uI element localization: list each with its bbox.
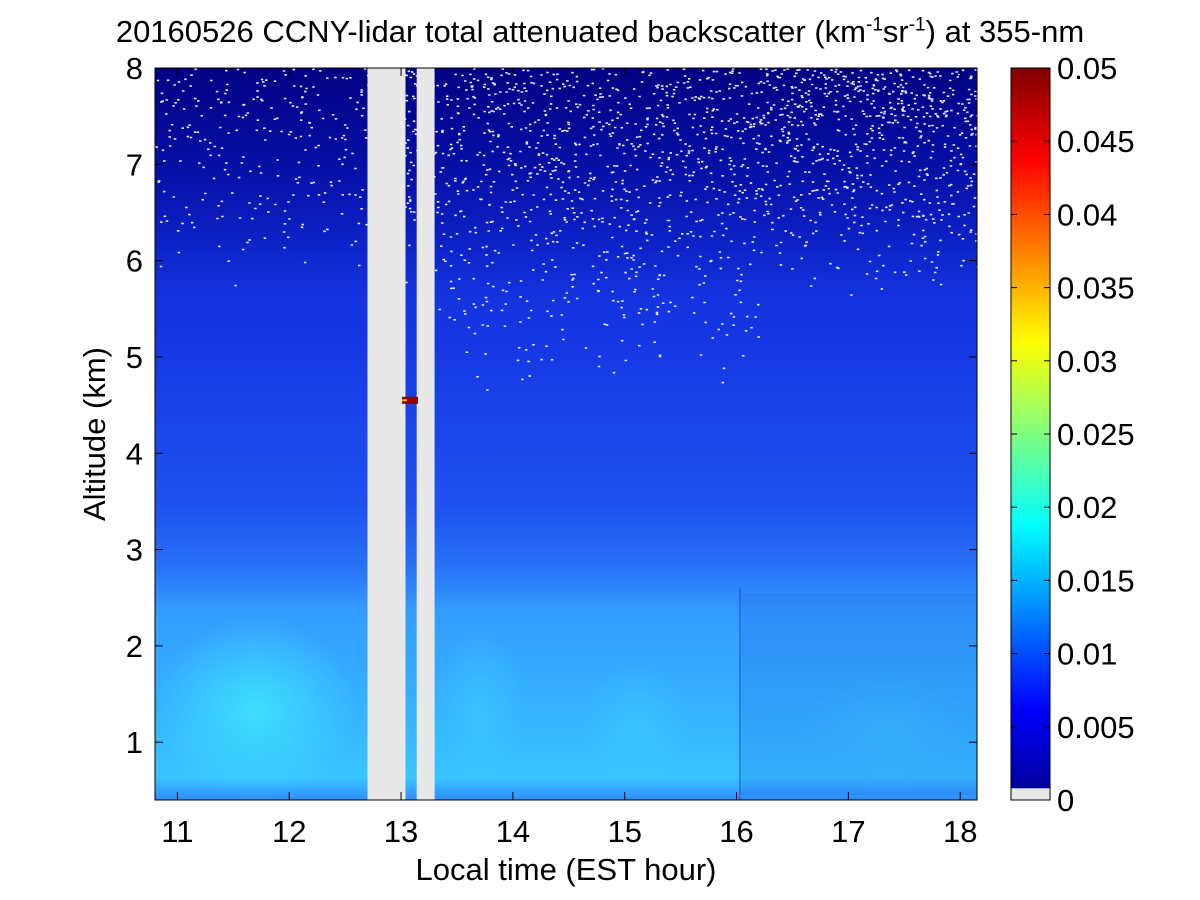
y-tick-label: 6 [126, 244, 143, 279]
x-tick-label: 12 [272, 814, 306, 849]
x-tick-label: 18 [943, 814, 977, 849]
y-tick-label: 2 [126, 629, 143, 664]
thin-layer-feature [401, 396, 418, 404]
title-text-3: ) at 355-nm [925, 14, 1085, 49]
title-text-2: sr [882, 14, 909, 49]
colorbar-tick-label: 0 [1057, 783, 1074, 818]
y-tick-label: 7 [126, 147, 143, 182]
x-tick-label: 14 [496, 814, 530, 849]
colorbar-tick-label: 0.035 [1057, 271, 1135, 306]
x-tick-label: 16 [719, 814, 753, 849]
colorbar-tick-label: 0.05 [1057, 51, 1117, 86]
y-tick-label: 5 [126, 340, 143, 375]
aerosol-region-3 [803, 674, 972, 791]
colorbar-gradient [1011, 68, 1050, 800]
colorbar-tick-label: 0.025 [1057, 417, 1135, 452]
aerosol-region-2 [434, 626, 525, 791]
colorbar-tick-label: 0.01 [1057, 637, 1117, 672]
chart-title: 20160526 CCNY-lidar total attenuated bac… [0, 14, 1200, 50]
colorbar-tick-label: 0.04 [1057, 197, 1117, 232]
y-tick-label: 1 [126, 725, 143, 760]
colorbar-tick-label: 0.045 [1057, 124, 1135, 159]
plot-frame [154, 67, 978, 801]
colorbar-missing-swatch [1011, 788, 1050, 800]
x-tick-label: 13 [384, 814, 418, 849]
x-tick-label: 15 [607, 814, 641, 849]
colorbar-tick-label: 0.005 [1057, 710, 1135, 745]
colorbar-tick-label: 0.02 [1057, 490, 1117, 525]
post-transition-band [739, 592, 977, 796]
title-superscript-2: -1 [908, 14, 926, 36]
title-superscript-1: -1 [866, 14, 883, 36]
missing-data-gap-2 [416, 68, 435, 800]
x-axis-label: Local time (EST hour) [415, 852, 717, 887]
colorbar: 0 0.005 0.01 0.015 0.02 0.025 0.03 0.035 0.04 0.0… [1010, 51, 1135, 818]
y-tick-label: 8 [126, 51, 143, 86]
title-text-1: 20160526 CCNY-lidar total attenuated bac… [115, 14, 866, 49]
y-tick-label: 3 [126, 533, 143, 568]
backscatter-heatmap [155, 68, 977, 800]
colorbar-tick-label: 0.015 [1057, 563, 1135, 598]
thin-layer-feature-edge [401, 399, 407, 402]
y-axis-label: Altitude (km) [77, 347, 112, 521]
y-tick-label: 4 [126, 436, 143, 471]
aerosol-region-1 [579, 665, 692, 791]
colorbar-tick-label: 0.03 [1057, 344, 1117, 379]
aerosol-region-0 [155, 617, 357, 800]
x-tick-label: 17 [831, 814, 865, 849]
x-tick-label: 11 [161, 814, 193, 849]
missing-data-gap-1 [367, 68, 406, 800]
